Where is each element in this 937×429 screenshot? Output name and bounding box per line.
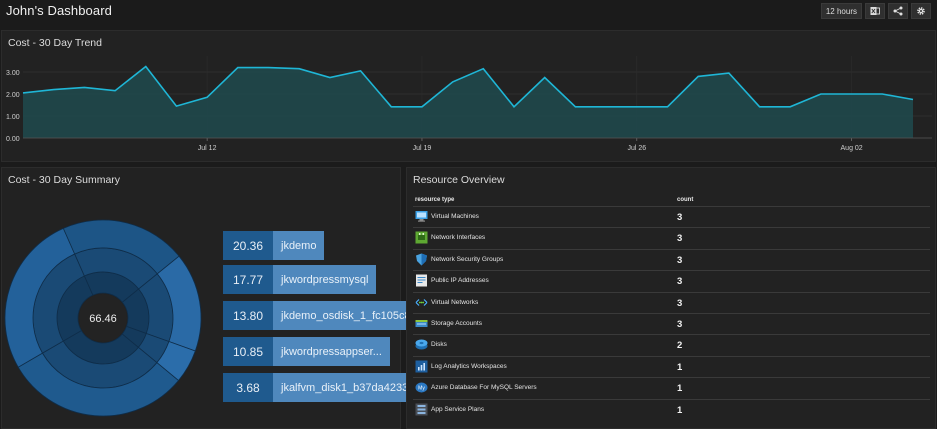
legend-item[interactable]: 10.85 jkwordpressappser...	[223, 337, 390, 366]
count-cell: 1	[677, 404, 683, 416]
legend-label: jkdemo	[273, 231, 325, 260]
legend-item[interactable]: 20.36 jkdemo	[223, 231, 325, 260]
x-tick-label: Aug 02	[841, 145, 863, 152]
legend-value: 20.36	[223, 231, 273, 260]
resource-type-cell: Virtual Machines	[431, 213, 479, 220]
top-bar: John's Dashboard 12 hours	[0, 0, 937, 24]
share-icon	[893, 6, 903, 16]
settings-button[interactable]	[911, 3, 931, 19]
count-cell: 1	[677, 361, 683, 373]
table-row[interactable]: App Service Plans 1	[413, 398, 930, 420]
table-row[interactable]: Network Security Groups 3	[413, 248, 930, 270]
y-tick-label: 0.00	[6, 136, 20, 143]
time-range-button[interactable]: 12 hours	[820, 3, 862, 19]
table-row[interactable]: Virtual Machines 3	[413, 206, 930, 227]
table-body: Virtual Machines 3 Network Interfaces 3 Netw…	[413, 206, 930, 420]
dashboard-title: John's Dashboard	[6, 3, 112, 18]
legend-value: 17.77	[223, 265, 273, 294]
table-header: resource type count	[413, 195, 930, 206]
disk-icon	[415, 339, 428, 350]
x-tick-label: Jul 19	[413, 145, 432, 152]
legend-item[interactable]: 13.80 jkdemo_osdisk_1_fc105c8947	[223, 301, 417, 330]
excel-export-button[interactable]	[865, 3, 885, 19]
resource-type-cell: Disks	[431, 341, 447, 349]
cost-summary-panel: Cost - 30 Day Summary 66.46 20.36 jkdemo 1…	[1, 167, 417, 429]
table-row[interactable]: My Azure Database For MySQL Servers 1	[413, 377, 930, 398]
legend-label: jkdemo_osdisk_1_fc105c8947	[273, 301, 417, 330]
trend-area	[23, 66, 913, 138]
panel-title: Cost - 30 Day Trend	[8, 37, 102, 49]
table-row[interactable]: Public IP Addresses 3	[413, 270, 930, 291]
resource-type-cell: App Service Plans	[431, 405, 485, 413]
storage-icon	[415, 319, 428, 327]
cost-summary-donut: 66.46	[4, 219, 202, 417]
panel-title: Cost - 30 Day Summary	[8, 174, 121, 186]
resource-overview-panel: Resource Overview resource type count Vi…	[406, 167, 936, 429]
resource-type-cell: Public IP Addresses	[431, 277, 489, 285]
trend-line	[22, 65, 914, 108]
legend-value: 10.85	[223, 337, 273, 366]
excel-icon	[870, 7, 880, 15]
column-header-resource-type: resource type	[415, 197, 455, 203]
count-cell: 2	[677, 340, 683, 352]
legend-value: 3.68	[223, 373, 273, 402]
legend-value: 13.80	[223, 301, 273, 330]
count-cell: 1	[677, 383, 683, 395]
donut-center	[79, 294, 127, 342]
public-ip-icon	[416, 274, 427, 287]
count-cell: 3	[677, 212, 683, 223]
donut-slice[interactable]	[156, 341, 196, 382]
resource-type-cell: Network Interfaces	[431, 234, 486, 242]
legend-label: jkalfvm_disk1_b37da42331e94	[273, 373, 417, 402]
legend-item[interactable]: 17.77 jkwordpressmysql	[223, 265, 377, 294]
table-row[interactable]: Log Analytics Workspaces 1	[413, 355, 930, 377]
vm-icon	[415, 211, 428, 222]
count-cell: 3	[677, 318, 683, 330]
resource-type-cell: Virtual Networks	[431, 298, 479, 306]
app-service-plan-icon	[415, 403, 428, 416]
legend-label: jkwordpressmysql	[273, 265, 377, 294]
column-header-count: count	[677, 197, 694, 203]
top-actions: 12 hours	[820, 3, 931, 19]
table-row[interactable]: Disks 2	[413, 334, 930, 355]
table-row[interactable]: Network Interfaces 3	[413, 227, 930, 248]
mysql-icon: My	[415, 382, 428, 393]
log-analytics-icon	[415, 360, 428, 373]
resource-type-cell: Azure Database For MySQL Servers	[431, 384, 537, 392]
svg-text:My: My	[418, 386, 425, 392]
count-cell: 3	[677, 254, 683, 266]
count-cell: 3	[677, 297, 683, 309]
virtual-network-icon	[415, 298, 428, 306]
network-interface-icon	[415, 231, 428, 244]
share-button[interactable]	[888, 3, 908, 19]
panel-title: Resource Overview	[413, 174, 505, 186]
count-cell: 3	[677, 233, 683, 245]
y-tick-label: 3.00	[6, 70, 20, 77]
table-row[interactable]: Virtual Networks 3	[413, 291, 930, 313]
x-tick-label: Jul 12	[198, 145, 217, 152]
resource-type-cell: Storage Accounts	[431, 319, 482, 327]
x-tick-label: Jul 26	[627, 145, 646, 152]
gear-icon	[917, 7, 925, 15]
y-tick-label: 2.00	[6, 92, 20, 99]
table-row[interactable]: Storage Accounts 3	[413, 312, 930, 334]
cost-trend-panel: Cost - 30 Day Trend 0.00 1.00 2.00 3.00 Jul …	[1, 30, 936, 162]
resource-type-cell: Network Security Groups	[431, 255, 504, 263]
y-tick-label: 1.00	[6, 114, 20, 121]
resource-table: resource type count Virtual Machines 3 Net…	[413, 195, 930, 420]
legend-label: jkwordpressappser...	[273, 337, 390, 366]
cost-trend-chart: 0.00 1.00 2.00 3.00 Jul 12 Jul 19 Jul 26 Aug 02	[6, 56, 932, 152]
count-cell: 3	[677, 276, 683, 288]
donut-total-label: 66.46	[89, 313, 117, 325]
shield-icon	[416, 253, 427, 266]
resource-type-cell: Log Analytics Workspaces	[431, 362, 507, 370]
